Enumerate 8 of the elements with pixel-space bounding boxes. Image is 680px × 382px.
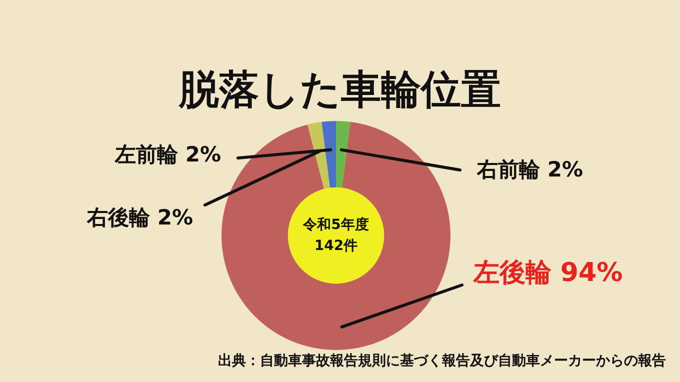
- chart-title: 脱落した車輪位置: [178, 66, 502, 115]
- slice-label: 左前輪 2%: [114, 142, 221, 166]
- source-note: 出典：自動車事故報告規則に基づく報告及び自動車メーカーからの報告: [218, 352, 666, 370]
- slice-label: 右前輪 2%: [476, 157, 583, 182]
- text: 142件: [314, 238, 358, 254]
- text: 令和5年度: [302, 216, 369, 234]
- slice-label: 右後輪 2%: [86, 205, 193, 230]
- slice-label: 左後輪 94%: [472, 258, 623, 288]
